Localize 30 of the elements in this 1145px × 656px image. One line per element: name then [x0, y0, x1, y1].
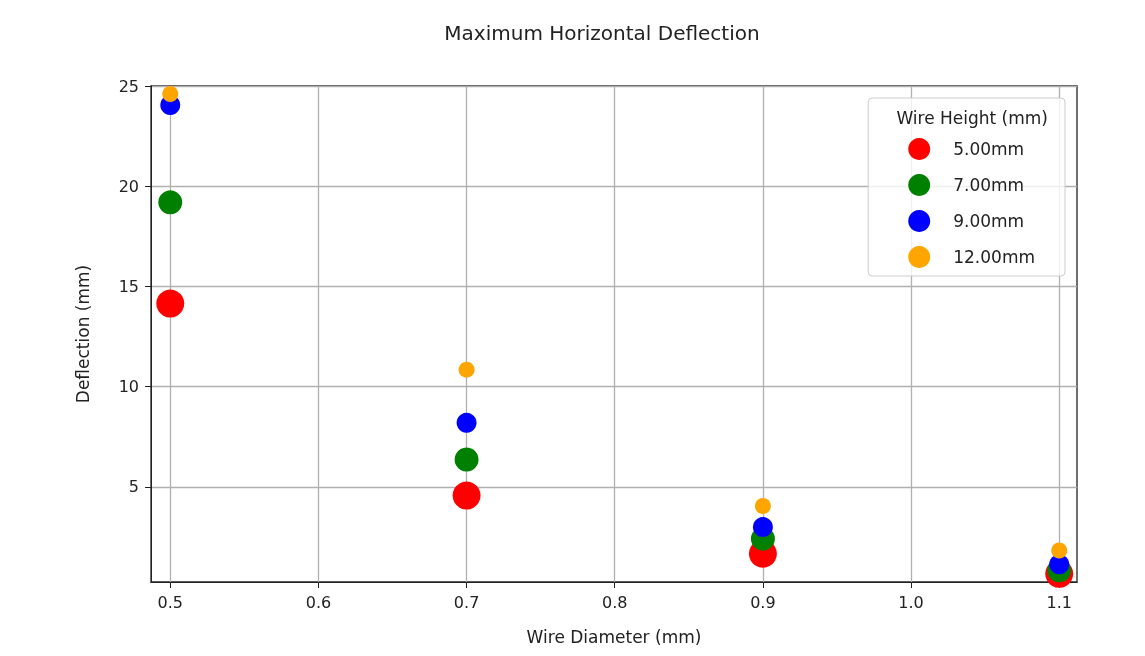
y-tick-label: 5: [128, 477, 139, 497]
y-tick-label: 10: [118, 377, 139, 397]
x-tick-label: 1.0: [898, 592, 924, 612]
legend-label: 9.00mm: [953, 211, 1025, 231]
point: [156, 289, 185, 318]
y-tick-label: 20: [118, 176, 139, 196]
point: [452, 481, 481, 510]
x-axis-title: Wire Diameter (mm): [526, 626, 702, 647]
chart-title: Maximum Horizontal Deflection: [444, 21, 760, 45]
point: [752, 517, 773, 538]
legend-label: 12.00mm: [953, 247, 1036, 267]
y-tick-label: 25: [118, 76, 139, 96]
point: [1051, 542, 1068, 559]
point: [456, 412, 477, 433]
point: [158, 190, 183, 215]
x-tick-label: 1.1: [1046, 592, 1072, 612]
x-tick-label: 0.8: [602, 592, 628, 612]
point: [458, 361, 475, 378]
x-tick-label: 0.5: [157, 592, 183, 612]
legend-title: Wire Height (mm): [896, 107, 1048, 128]
x-tick-label: 0.6: [305, 592, 332, 612]
point: [754, 498, 771, 515]
y-tick-label: 15: [118, 276, 139, 296]
x-tick-label: 0.9: [750, 592, 776, 612]
legend-label: 5.00mm: [953, 139, 1025, 159]
point: [454, 447, 479, 472]
legend-label: 7.00mm: [953, 175, 1025, 195]
y-axis-title: Deflection (mm): [72, 264, 93, 404]
x-tick-label: 0.7: [453, 592, 480, 612]
point: [162, 86, 179, 103]
